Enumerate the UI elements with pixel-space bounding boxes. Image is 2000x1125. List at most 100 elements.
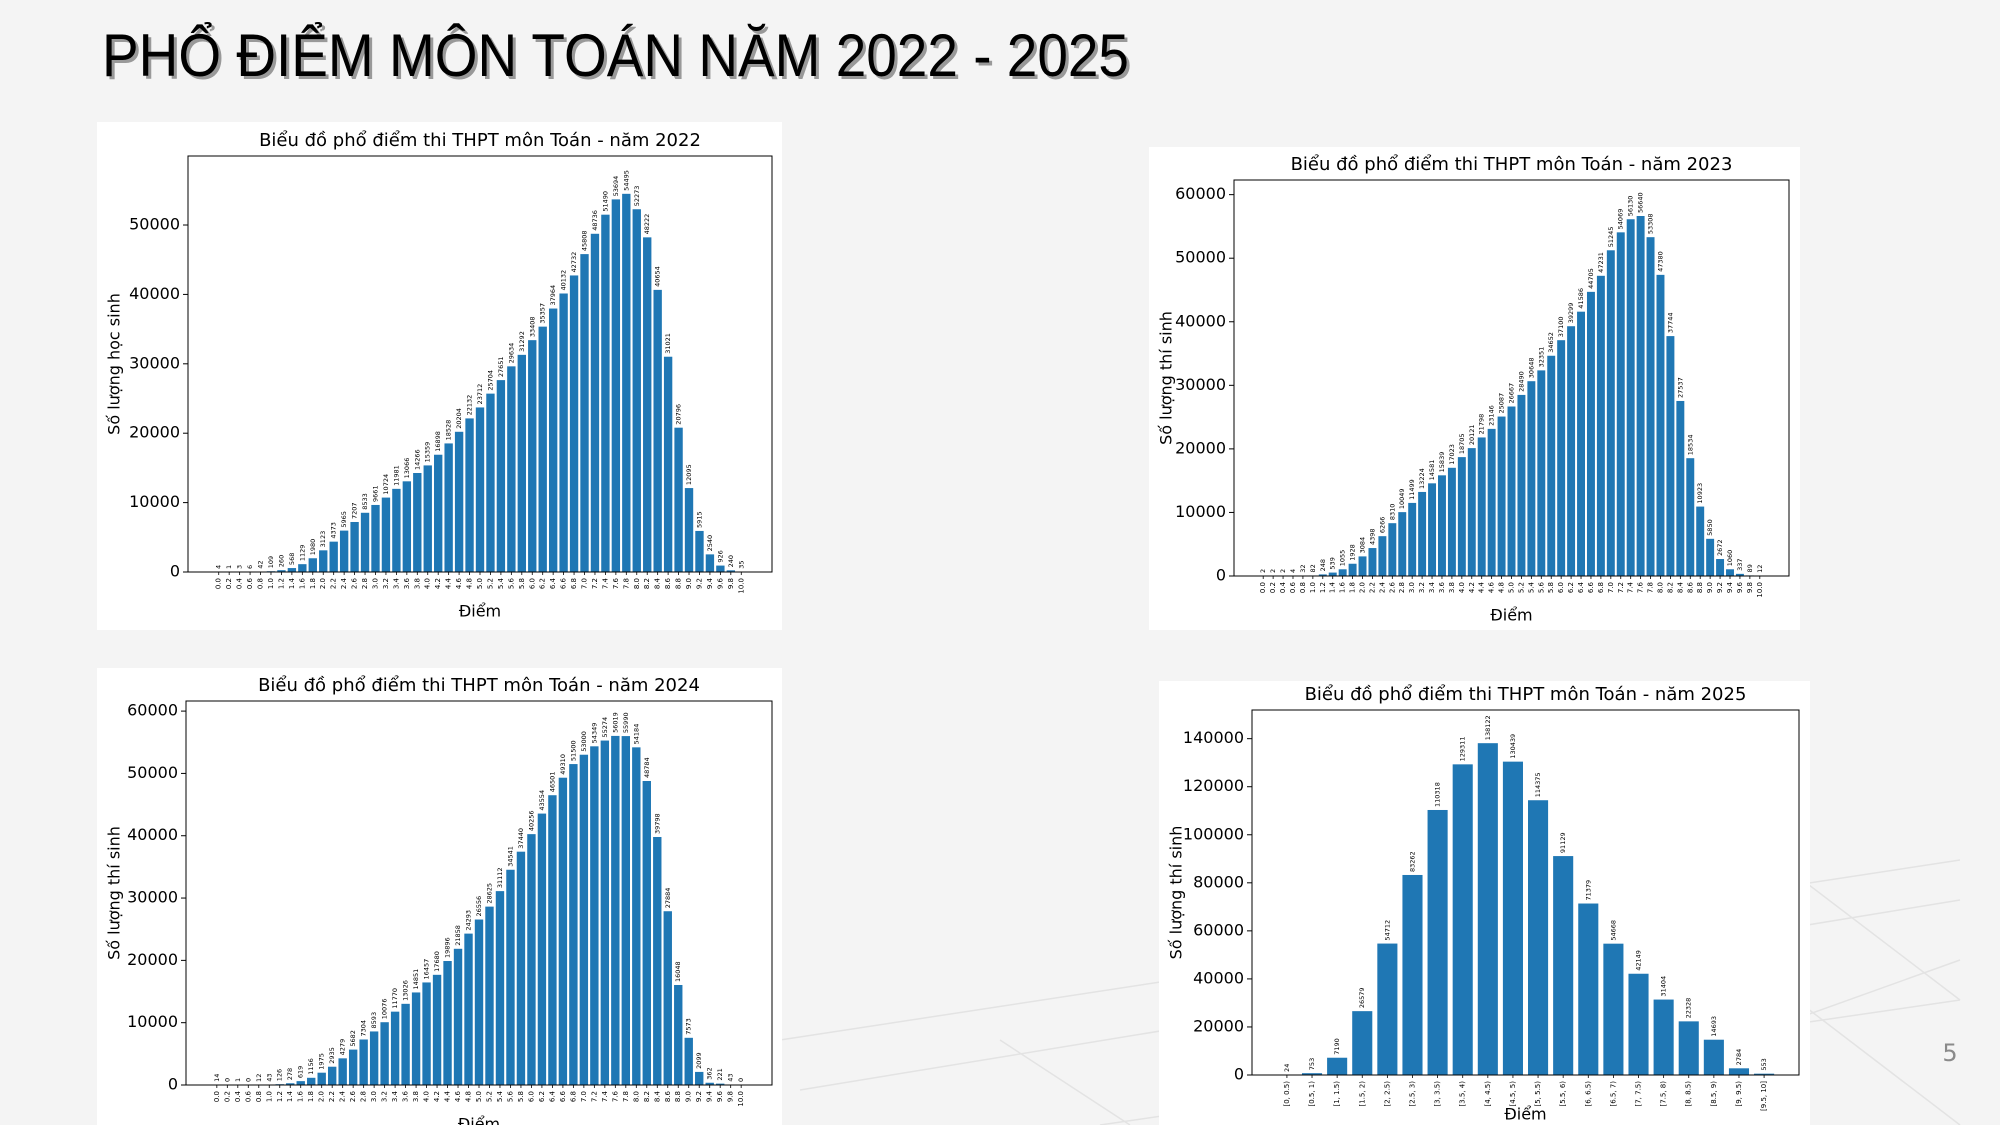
x-tick-label: 8.4 <box>1676 581 1684 593</box>
x-tick-label: 4.4 <box>445 577 453 589</box>
x-tick-label: 2.2 <box>328 1091 336 1102</box>
bar <box>1477 743 1498 1075</box>
x-tick-label: 1.8 <box>309 578 317 589</box>
bar <box>402 481 412 572</box>
x-tick-label: 6.8 <box>569 1091 577 1102</box>
value-label: 337 <box>1736 558 1744 570</box>
x-tick-label: 0.4 <box>236 577 244 589</box>
x-tick-label: 6.2 <box>539 578 547 589</box>
x-tick-label: 4.2 <box>433 1091 441 1102</box>
x-tick-label: [7.5, 8) <box>1660 1081 1668 1107</box>
value-label: 221 <box>716 1068 724 1080</box>
value-label: 4 <box>215 565 223 569</box>
x-tick-label: 8.0 <box>633 578 641 589</box>
bar <box>663 356 673 572</box>
value-label: 14266 <box>413 449 421 470</box>
bar <box>1301 1073 1323 1075</box>
x-tick-label: 3.0 <box>371 578 379 589</box>
x-tick-label: 6.8 <box>1597 582 1605 593</box>
value-label: 83262 <box>1408 851 1416 872</box>
x-tick-label: 9.2 <box>695 578 703 589</box>
bar <box>411 992 421 1085</box>
x-tick-label: 5.6 <box>507 577 515 589</box>
value-label: 15839 <box>1438 452 1446 473</box>
bar <box>454 431 464 572</box>
x-tick-label: 9.0 <box>685 1091 693 1102</box>
value-label: 43 <box>727 1073 735 1081</box>
x-tick-label: 2.4 <box>1378 581 1386 593</box>
y-tick-label: 10000 <box>129 492 180 511</box>
x-tick-label: 1.2 <box>1319 582 1327 593</box>
value-label: 20121 <box>1468 424 1476 445</box>
bar <box>1487 428 1496 576</box>
value-label: 43 <box>265 1073 273 1081</box>
value-label: 24293 <box>465 910 473 931</box>
value-label: 5915 <box>695 511 703 528</box>
y-tick-label: 0 <box>1216 566 1226 585</box>
value-label: 42 <box>257 560 265 568</box>
x-tick-label: 8.4 <box>654 577 662 589</box>
x-tick-label: 2.6 <box>349 1090 357 1102</box>
bar <box>423 465 432 572</box>
value-label: 24 <box>1283 1064 1291 1072</box>
x-tick-label: 0.2 <box>223 1091 231 1102</box>
value-label: 8533 <box>361 493 369 510</box>
x-tick-label: 5.2 <box>485 1091 493 1102</box>
bar <box>464 933 473 1085</box>
bar <box>329 541 338 572</box>
y-tick-label: 140000 <box>1183 728 1244 747</box>
y-tick-label: 20000 <box>1193 1016 1244 1035</box>
x-tick-label: 3.4 <box>391 1090 399 1102</box>
value-label: 568 <box>288 553 296 565</box>
bar <box>392 488 401 572</box>
value-label: 1980 <box>309 539 317 556</box>
x-tick-label: 6.0 <box>1557 582 1565 593</box>
value-label: 47231 <box>1597 252 1605 273</box>
bar <box>1348 563 1357 576</box>
x-axis-label: Điểm <box>1490 606 1532 625</box>
bar <box>1676 400 1685 576</box>
bar <box>1666 336 1675 576</box>
x-tick-label: 0.6 <box>1289 581 1297 593</box>
x-tick-label: 2.0 <box>1359 582 1367 593</box>
x-tick-label: 5.4 <box>1527 581 1535 593</box>
x-tick-label: [1, 1.5) <box>1333 1081 1341 1107</box>
bar <box>1457 457 1466 576</box>
value-label: 34541 <box>506 846 514 867</box>
x-tick-label: 5.6 <box>506 1090 514 1102</box>
plot-frame <box>1251 709 1800 1076</box>
value-label: 10923 <box>1696 483 1704 504</box>
x-tick-label: 8.0 <box>1656 582 1664 593</box>
bar <box>1507 406 1516 576</box>
x-tick-label: 2.4 <box>340 577 348 589</box>
bar <box>1603 943 1624 1075</box>
x-tick-label: 4.2 <box>1468 582 1476 593</box>
bar <box>319 550 328 572</box>
y-tick-label: 120000 <box>1183 776 1244 795</box>
value-label: 53308 <box>1647 213 1655 234</box>
value-label: 31292 <box>518 331 526 352</box>
bar <box>413 472 422 572</box>
x-tick-label: 0.0 <box>1259 582 1267 593</box>
value-label: 129311 <box>1459 737 1467 762</box>
bar <box>371 504 380 572</box>
x-tick-label: 3.8 <box>412 1091 420 1102</box>
value-label: 54668 <box>1609 920 1617 941</box>
x-tick-label: 9.6 <box>716 577 724 589</box>
bar <box>569 275 579 572</box>
x-tick-label: [4.5, 5) <box>1509 1081 1517 1107</box>
value-label: 31404 <box>1660 976 1668 997</box>
x-tick-label: 6.2 <box>1567 582 1575 593</box>
x-tick-label: 1.6 <box>298 577 306 589</box>
bar <box>580 254 589 573</box>
bar <box>401 1003 410 1085</box>
bar <box>1616 232 1625 576</box>
value-label: 13224 <box>1418 468 1426 489</box>
y-tick-label: 10000 <box>127 1012 178 1031</box>
x-tick-label: 9.4 <box>1726 581 1734 593</box>
value-label: 114375 <box>1534 772 1542 797</box>
value-label: 43554 <box>538 790 546 811</box>
plot-frame <box>185 700 773 1086</box>
value-label: 40256 <box>527 810 535 831</box>
bar <box>1696 506 1705 576</box>
